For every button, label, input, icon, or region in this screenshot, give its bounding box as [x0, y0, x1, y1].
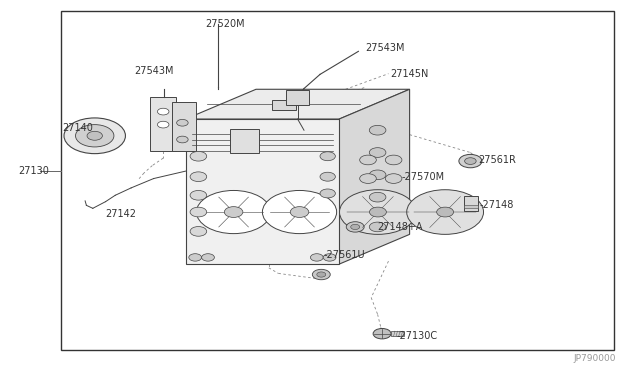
Circle shape	[76, 125, 114, 147]
Circle shape	[369, 148, 386, 157]
Text: 27130: 27130	[18, 166, 49, 176]
Circle shape	[369, 222, 386, 232]
Polygon shape	[339, 89, 410, 264]
Circle shape	[190, 172, 207, 182]
Circle shape	[320, 152, 335, 161]
Text: 27142: 27142	[106, 209, 136, 219]
Circle shape	[177, 119, 188, 126]
Circle shape	[346, 222, 364, 232]
Text: 27561R: 27561R	[479, 155, 516, 165]
Circle shape	[177, 136, 188, 143]
Circle shape	[202, 254, 214, 261]
Circle shape	[369, 125, 386, 135]
Circle shape	[360, 174, 376, 183]
Circle shape	[317, 272, 326, 277]
Bar	[230, 129, 259, 153]
Text: 27140: 27140	[63, 124, 93, 133]
Text: JP790000: JP790000	[574, 355, 616, 363]
Circle shape	[157, 121, 169, 128]
Text: 27148+A: 27148+A	[378, 222, 423, 232]
Circle shape	[190, 227, 207, 236]
Bar	[77, 125, 113, 146]
Circle shape	[436, 207, 454, 217]
Text: -27561U: -27561U	[323, 250, 365, 260]
Text: 27145N: 27145N	[390, 70, 429, 79]
Circle shape	[190, 190, 207, 200]
Circle shape	[320, 189, 335, 198]
Circle shape	[312, 269, 330, 280]
Polygon shape	[186, 89, 410, 119]
Circle shape	[64, 118, 125, 154]
Circle shape	[385, 155, 402, 165]
Bar	[150, 97, 176, 151]
Circle shape	[360, 155, 376, 165]
Bar	[464, 196, 478, 211]
Text: -27148: -27148	[480, 200, 515, 209]
Circle shape	[157, 108, 169, 115]
Circle shape	[320, 172, 335, 181]
Circle shape	[189, 254, 202, 261]
Bar	[272, 100, 296, 110]
Text: -27130C: -27130C	[397, 331, 438, 340]
Circle shape	[369, 192, 386, 202]
Circle shape	[323, 254, 336, 261]
Circle shape	[465, 158, 476, 164]
Text: 27543M: 27543M	[365, 44, 404, 53]
Circle shape	[190, 151, 207, 161]
Circle shape	[262, 190, 337, 234]
Text: 27543M: 27543M	[134, 66, 174, 76]
Circle shape	[385, 174, 402, 183]
Circle shape	[373, 328, 391, 339]
Circle shape	[369, 207, 387, 217]
Circle shape	[190, 207, 207, 217]
Text: -27570M: -27570M	[401, 172, 444, 182]
Bar	[286, 90, 309, 105]
Circle shape	[407, 190, 484, 234]
Bar	[464, 205, 478, 208]
Circle shape	[459, 154, 482, 168]
Bar	[61, 11, 614, 350]
Bar	[391, 331, 404, 336]
Bar	[172, 102, 196, 151]
Circle shape	[87, 131, 102, 140]
Circle shape	[196, 190, 271, 234]
Circle shape	[310, 254, 323, 261]
Circle shape	[340, 190, 417, 234]
Circle shape	[351, 224, 360, 230]
Text: 27520M: 27520M	[205, 19, 244, 29]
Circle shape	[369, 170, 386, 180]
Circle shape	[225, 206, 243, 217]
Circle shape	[291, 206, 309, 217]
Polygon shape	[186, 119, 339, 264]
